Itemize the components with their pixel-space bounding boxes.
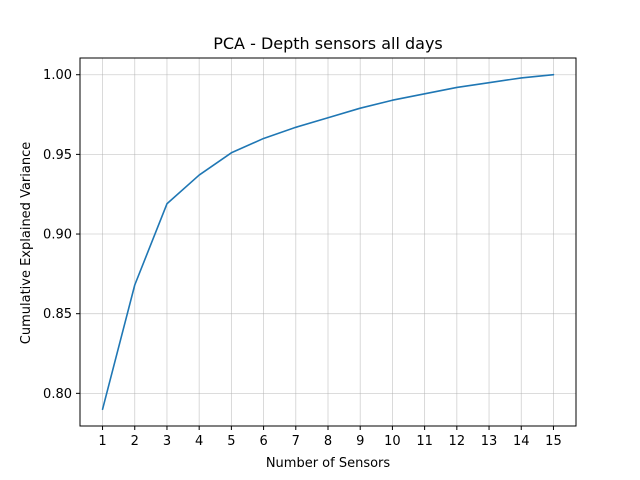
x-tick-label: 6 xyxy=(259,434,267,449)
y-axis-label: Cumulative Explained Variance xyxy=(19,142,34,344)
x-tick-label: 3 xyxy=(163,434,171,449)
x-tick-label: 9 xyxy=(356,434,364,449)
x-axis-label: Number of Sensors xyxy=(266,456,391,471)
x-tick-label: 12 xyxy=(449,434,466,449)
y-tick-label: 0.95 xyxy=(43,148,72,163)
x-tick-label: 4 xyxy=(195,434,203,449)
y-tick-label: 0.90 xyxy=(43,228,72,243)
grid xyxy=(80,58,576,426)
chart-title: PCA - Depth sensors all days xyxy=(213,34,443,53)
series-line xyxy=(101,73,555,411)
y-tick-label: 0.80 xyxy=(43,387,72,402)
x-tick-label: 15 xyxy=(545,434,562,449)
x-tick-label: 13 xyxy=(481,434,498,449)
y-tick-label: 0.85 xyxy=(43,307,72,322)
x-tick-label: 11 xyxy=(416,434,433,449)
x-tick-label: 5 xyxy=(227,434,235,449)
y-tick-label: 1.00 xyxy=(43,68,72,83)
x-tick-label: 1 xyxy=(98,434,106,449)
x-tick-label: 10 xyxy=(384,434,401,449)
x-tick-label: 14 xyxy=(513,434,530,449)
x-tick-label: 7 xyxy=(292,434,300,449)
series-layer xyxy=(101,73,555,411)
x-axis-ticks: 1 2 3 4 5 6 7 8 9 10 11 12 13 14 15 xyxy=(98,426,562,449)
y-axis-ticks: 0.80 0.85 0.90 0.95 1.00 xyxy=(43,68,80,402)
x-tick-label: 8 xyxy=(324,434,332,449)
x-tick-label: 2 xyxy=(131,434,139,449)
